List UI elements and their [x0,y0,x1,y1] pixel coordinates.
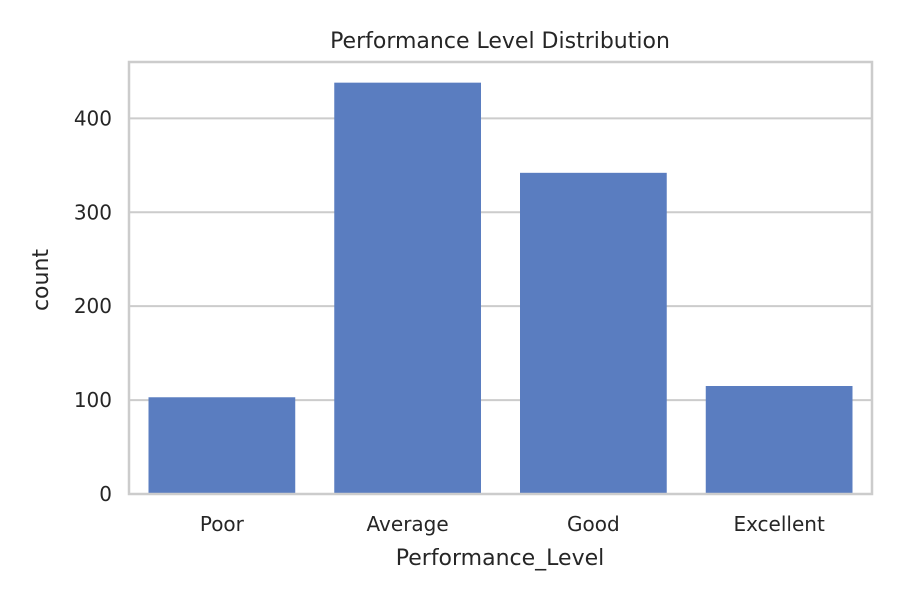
x-tick-label: Poor [200,512,245,536]
bar-excellent [705,386,853,494]
bar-poor [148,397,296,494]
bar-average [334,82,481,495]
y-tick-label: 100 [74,388,112,412]
x-tick-label: Good [567,512,620,536]
y-tick-label: 0 [99,482,112,506]
x-tick-labels: Poor Average Good Excellent [200,512,825,536]
bar-good [520,172,667,495]
x-tick-label: Average [367,512,449,536]
bars [148,82,853,495]
y-tick-label: 400 [74,106,112,130]
y-tick-labels: 0 100 200 300 400 [74,106,112,506]
chart-title: Performance Level Distribution [330,29,670,54]
plot-frame [127,60,874,496]
y-tick-label: 300 [74,200,112,224]
axes-frame [127,60,874,496]
x-tick-label: Excellent [733,512,825,536]
y-axis-label: count [29,249,54,311]
y-tick-label: 200 [74,294,112,318]
x-axis-label: Performance_Level [396,546,604,571]
